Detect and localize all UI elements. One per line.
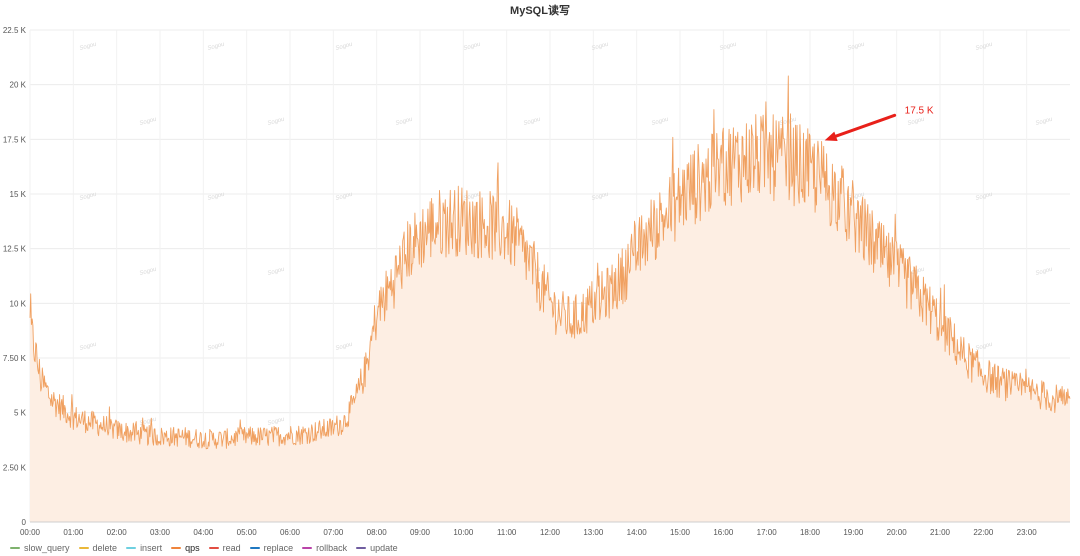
legend-swatch xyxy=(356,547,367,549)
watermark: Sogou xyxy=(139,266,158,276)
x-tick-label: 19:00 xyxy=(843,528,864,537)
x-tick-label: 12:00 xyxy=(540,528,561,537)
legend-label: slow_query xyxy=(24,543,70,553)
x-tick-label: 07:00 xyxy=(323,528,344,537)
legend-label: insert xyxy=(140,543,163,553)
watermark: Sogou xyxy=(139,116,158,126)
watermark: Sogou xyxy=(139,416,158,426)
watermark: Sogou xyxy=(335,191,354,201)
series-line-qps xyxy=(29,75,1071,450)
series-area-qps xyxy=(30,75,1070,523)
legend-item-delete[interactable]: delete xyxy=(78,543,118,553)
watermark: Sogou xyxy=(207,41,226,51)
chart-title: MySQL读写 xyxy=(510,5,570,17)
x-tick-label: 03:00 xyxy=(150,528,171,537)
watermark: Sogou xyxy=(395,116,414,126)
watermark: Sogou xyxy=(719,41,738,51)
x-tick-label: 09:00 xyxy=(410,528,431,537)
y-tick-label: 12.5 K xyxy=(3,245,27,254)
x-tick-label: 13:00 xyxy=(583,528,604,537)
watermark: Sogou xyxy=(79,341,98,351)
x-tick-label: 01:00 xyxy=(63,528,84,537)
watermark: Sogou xyxy=(335,41,354,51)
x-tick-label: 17:00 xyxy=(757,528,778,537)
legend-label: rollback xyxy=(316,543,348,553)
watermark: Sogou xyxy=(207,341,226,351)
x-tick-label: 18:00 xyxy=(800,528,821,537)
legend-item-read[interactable]: read xyxy=(208,543,241,553)
y-tick-label: 15 K xyxy=(10,190,27,199)
legend-label: qps xyxy=(185,543,200,553)
watermark: Sogou xyxy=(907,116,926,126)
x-tick-label: 23:00 xyxy=(1017,528,1038,537)
x-tick-label: 14:00 xyxy=(627,528,648,537)
watermark: Sogou xyxy=(463,191,482,201)
y-tick-label: 5 K xyxy=(14,409,27,418)
watermark: Sogou xyxy=(847,41,866,51)
watermark: Sogou xyxy=(267,416,286,426)
legend: slow_query delete insert qps read replace roll… xyxy=(10,542,398,554)
x-tick-label: 06:00 xyxy=(280,528,301,537)
x-tick-label: 08:00 xyxy=(367,528,388,537)
y-tick-label: 17.5 K xyxy=(3,135,27,144)
x-tick-label: 00:00 xyxy=(20,528,41,537)
y-tick-label: 0 xyxy=(22,518,27,527)
x-tick-label: 16:00 xyxy=(713,528,734,537)
legend-item-qps[interactable]: qps xyxy=(171,543,200,553)
legend-swatch xyxy=(302,547,313,549)
watermark: Sogou xyxy=(335,341,354,351)
x-tick-label: 20:00 xyxy=(887,528,908,537)
watermark: Sogou xyxy=(267,266,286,276)
legend-label: replace xyxy=(263,543,294,553)
watermark: Sogou xyxy=(1035,266,1054,276)
x-tick-label: 02:00 xyxy=(107,528,128,537)
legend-item-replace[interactable]: replace xyxy=(249,543,294,553)
watermark: Sogou xyxy=(1035,116,1054,126)
legend-swatch xyxy=(249,547,260,549)
watermark: Sogou xyxy=(523,116,542,126)
x-tick-label: 05:00 xyxy=(237,528,258,537)
legend-label: delete xyxy=(92,543,118,553)
x-tick-label: 21:00 xyxy=(930,528,951,537)
watermark: Sogou xyxy=(79,191,98,201)
legend-label: update xyxy=(370,543,398,553)
legend-item-update[interactable]: update xyxy=(356,543,398,553)
watermark: Sogou xyxy=(847,191,866,201)
y-tick-label: 7.50 K xyxy=(3,354,27,363)
y-tick-label: 10 K xyxy=(10,299,27,308)
annotation-arrow xyxy=(831,113,897,139)
x-tick-label: 10:00 xyxy=(453,528,474,537)
watermark: Sogou xyxy=(975,191,994,201)
legend-swatch xyxy=(10,547,20,549)
annotation-label: 17.5 K xyxy=(905,105,934,116)
legend-item-insert[interactable]: insert xyxy=(126,543,162,553)
x-tick-label: 22:00 xyxy=(973,528,994,537)
x-tick-label: 04:00 xyxy=(193,528,214,537)
annotation-arrowhead xyxy=(824,131,838,142)
watermark: Sogou xyxy=(975,341,994,351)
legend-swatch xyxy=(208,547,219,549)
watermark: Sogou xyxy=(591,41,610,51)
y-tick-label: 20 K xyxy=(10,81,27,90)
legend-swatch xyxy=(78,547,89,549)
legend-item-slow-query[interactable]: slow_query xyxy=(10,543,70,553)
legend-label: read xyxy=(222,543,241,553)
legend-swatch xyxy=(126,547,137,549)
watermark: Sogou xyxy=(975,41,994,51)
watermark: Sogou xyxy=(79,41,98,51)
legend-swatch xyxy=(171,547,182,549)
watermark: Sogou xyxy=(207,191,226,201)
watermark: Sogou xyxy=(651,116,670,126)
legend-item-rollback[interactable]: rollback xyxy=(302,543,347,553)
y-tick-label: 22.5 K xyxy=(3,26,27,35)
watermark: Sogou xyxy=(463,41,482,51)
x-tick-label: 11:00 xyxy=(497,528,517,537)
watermark: Sogou xyxy=(267,116,286,126)
y-tick-label: 2.50 K xyxy=(3,463,27,472)
watermark: Sogou xyxy=(591,191,610,201)
x-tick-label: 15:00 xyxy=(670,528,691,537)
